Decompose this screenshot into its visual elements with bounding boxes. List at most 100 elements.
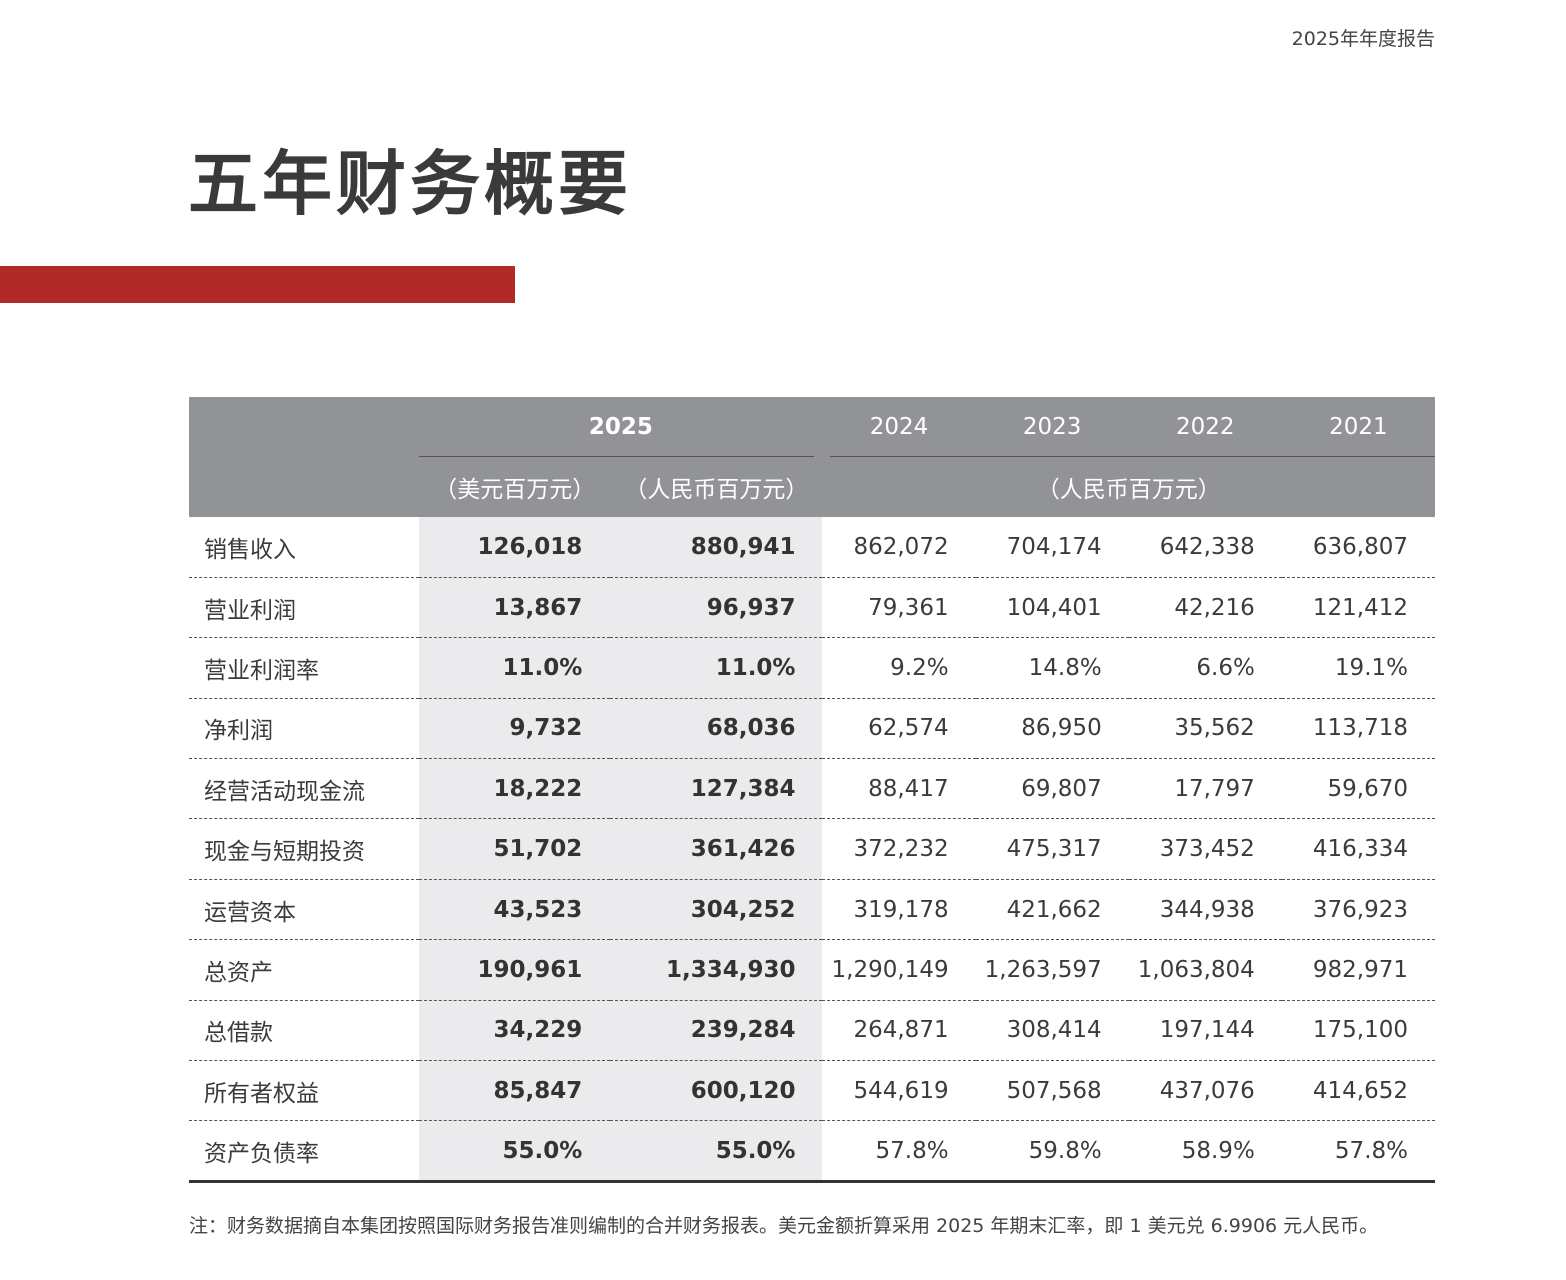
value-2025-usd: 126,018 (419, 517, 611, 578)
value-2021: 175,100 (1281, 1000, 1435, 1062)
value-2023: 59.8% (975, 1120, 1129, 1183)
header-blank (189, 397, 420, 457)
row-label: 运营资本 (189, 879, 420, 941)
row-label: 营业利润率 (189, 637, 420, 699)
header-unit-prior: （人民币百万元） (822, 457, 1435, 517)
value-2022: 344,938 (1128, 879, 1282, 941)
value-2024: 62,574 (822, 698, 976, 760)
value-2021: 121,412 (1281, 577, 1435, 639)
value-2022: 437,076 (1128, 1060, 1282, 1122)
value-2022: 197,144 (1128, 1000, 1282, 1062)
value-2025-usd: 43,523 (419, 879, 611, 941)
row-label: 净利润 (189, 698, 420, 760)
value-2023: 1,263,597 (975, 939, 1129, 1001)
table-row: 运营资本 43,523 304,252 319,178 421,662 344,938 37… (189, 879, 1435, 941)
value-2022: 35,562 (1128, 698, 1282, 760)
value-2022: 6.6% (1128, 637, 1282, 699)
value-2025-rmb: 600,120 (610, 1060, 823, 1122)
value-2024: 9.2% (822, 637, 976, 699)
value-2025-usd: 34,229 (419, 1000, 611, 1062)
value-2021: 113,718 (1281, 698, 1435, 760)
value-2024: 79,361 (822, 577, 976, 639)
value-2024: 372,232 (822, 818, 976, 880)
value-2024: 862,072 (822, 517, 976, 578)
value-2024: 57.8% (822, 1120, 976, 1183)
table-row: 销售收入 126,018 880,941 862,072 704,174 642,338 6… (189, 517, 1435, 578)
value-2025-usd: 85,847 (419, 1060, 611, 1122)
value-2025-rmb: 55.0% (610, 1120, 823, 1183)
value-2025-rmb: 880,941 (610, 517, 823, 578)
value-2024: 264,871 (822, 1000, 976, 1062)
value-2025-usd: 55.0% (419, 1120, 611, 1183)
value-2025-usd: 9,732 (419, 698, 611, 760)
value-2021: 19.1% (1281, 637, 1435, 699)
header-year: 2022 (1128, 397, 1282, 457)
value-2025-rmb: 127,384 (610, 758, 823, 820)
header-unit-rmb: （人民币百万元） (610, 457, 823, 517)
value-2021: 59,670 (1281, 758, 1435, 820)
value-2022: 373,452 (1128, 818, 1282, 880)
header-year: 2024 (822, 397, 976, 457)
value-2025-usd: 11.0% (419, 637, 611, 699)
five-year-financial-summary-table: 2025 2024 2023 2022 2021 （美元百万元） （人民币百万元… (189, 397, 1435, 1183)
footnote: 注：财务数据摘自本集团按照国际财务报告准则编制的合并财务报表。美元金额折算采用 … (189, 1215, 1379, 1237)
row-label: 总借款 (189, 1000, 420, 1062)
row-label: 经营活动现金流 (189, 758, 420, 820)
row-label: 营业利润 (189, 577, 420, 639)
value-2021: 414,652 (1281, 1060, 1435, 1122)
value-2023: 507,568 (975, 1060, 1129, 1122)
table-row: 营业利润 13,867 96,937 79,361 104,401 42,216 121,4… (189, 577, 1435, 639)
value-2022: 42,216 (1128, 577, 1282, 639)
value-2024: 544,619 (822, 1060, 976, 1122)
report-name: 2025年年度报告 (1291, 28, 1435, 50)
value-2022: 17,797 (1128, 758, 1282, 820)
value-2023: 69,807 (975, 758, 1129, 820)
table-row: 总借款 34,229 239,284 264,871 308,414 197,144 175… (189, 1000, 1435, 1062)
value-2025-rmb: 304,252 (610, 879, 823, 941)
value-2025-usd: 190,961 (419, 939, 611, 1001)
header-blank (189, 457, 420, 517)
value-2024: 1,290,149 (822, 939, 976, 1001)
table-row: 净利润 9,732 68,036 62,574 86,950 35,562 113,718 (189, 698, 1435, 760)
row-label: 总资产 (189, 939, 420, 1001)
value-2025-usd: 51,702 (419, 818, 611, 880)
value-2024: 319,178 (822, 879, 976, 941)
value-2022: 642,338 (1128, 517, 1282, 578)
value-2025-rmb: 361,426 (610, 818, 823, 880)
value-2024: 88,417 (822, 758, 976, 820)
value-2025-usd: 18,222 (419, 758, 611, 820)
table-row: 总资产 190,961 1,334,930 1,290,149 1,263,597 1,0… (189, 939, 1435, 1001)
value-2022: 58.9% (1128, 1120, 1282, 1183)
header-year: 2023 (975, 397, 1129, 457)
header-year: 2021 (1281, 397, 1435, 457)
value-2021: 636,807 (1281, 517, 1435, 578)
value-2023: 104,401 (975, 577, 1129, 639)
table-row: 营业利润率 11.0% 11.0% 9.2% 14.8% 6.6% 19.1% (189, 637, 1435, 699)
table-row: 经营活动现金流 18,222 127,384 88,417 69,807 17,797 59… (189, 758, 1435, 820)
value-2022: 1,063,804 (1128, 939, 1282, 1001)
value-2023: 421,662 (975, 879, 1129, 941)
accent-bar (0, 266, 515, 303)
table-row: 资产负债率 55.0% 55.0% 57.8% 59.8% 58.9% 57.8% (189, 1120, 1435, 1183)
value-2021: 376,923 (1281, 879, 1435, 941)
value-2025-rmb: 96,937 (610, 577, 823, 639)
value-2021: 416,334 (1281, 818, 1435, 880)
value-2023: 308,414 (975, 1000, 1129, 1062)
value-2025-rmb: 11.0% (610, 637, 823, 699)
value-2023: 14.8% (975, 637, 1129, 699)
table-row: 现金与短期投资 51,702 361,426 372,232 475,317 373,45… (189, 818, 1435, 880)
page-title: 五年财务概要 (188, 143, 632, 225)
row-label: 资产负债率 (189, 1120, 420, 1183)
table-row: 所有者权益 85,847 600,120 544,619 507,568 437,076 4… (189, 1060, 1435, 1122)
row-label: 现金与短期投资 (189, 818, 420, 880)
header-unit-usd: （美元百万元） (419, 457, 611, 517)
value-2021: 982,971 (1281, 939, 1435, 1001)
value-2023: 86,950 (975, 698, 1129, 760)
value-2023: 475,317 (975, 818, 1129, 880)
row-label: 所有者权益 (189, 1060, 420, 1122)
row-label: 销售收入 (189, 517, 420, 578)
value-2023: 704,174 (975, 517, 1129, 578)
value-2025-rmb: 239,284 (610, 1000, 823, 1062)
header-year-2025: 2025 (419, 397, 823, 457)
value-2025-rmb: 1,334,930 (610, 939, 823, 1001)
